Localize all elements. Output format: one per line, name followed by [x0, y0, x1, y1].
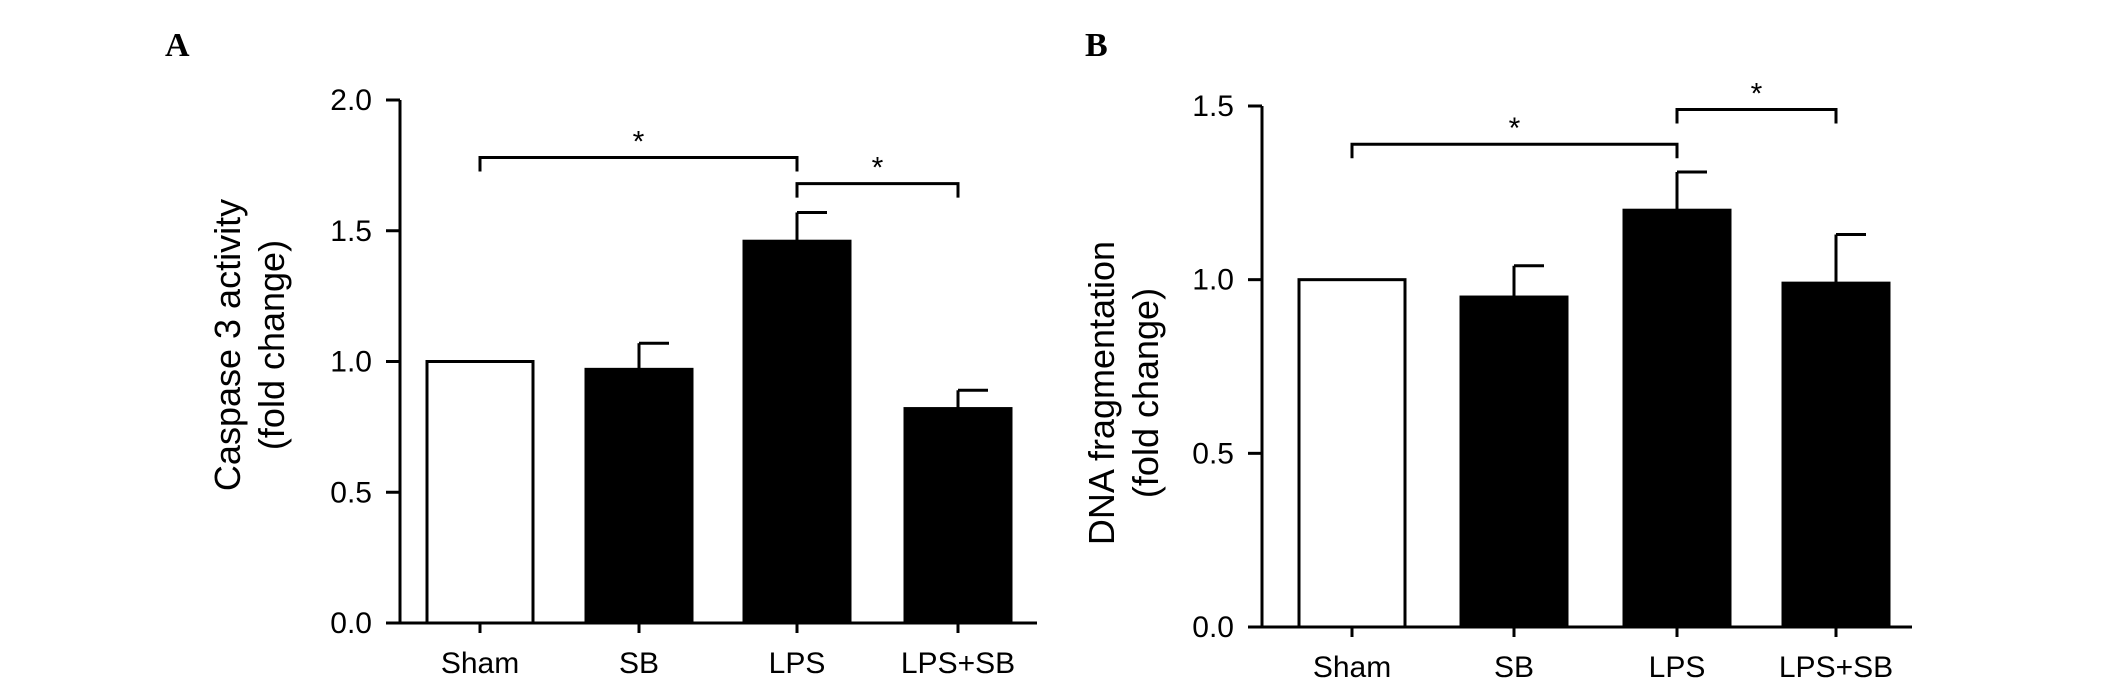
panel-b-bar-sham — [1297, 278, 1407, 629]
panel-b-bar-lps-sb — [1781, 281, 1891, 629]
panel-a-bar-sb — [584, 367, 694, 625]
panel-b-ylabel-line1: DNA fragmentation — [1081, 241, 1122, 545]
panel-b-chart: 0.0 0.5 1.0 1.5 Sham SB LPS LPS+SB * * — [1192, 77, 1912, 684]
panel-a-significance-star: * — [872, 152, 884, 185]
panel-b-letter: B — [1085, 27, 1108, 64]
panel-b-ylabel: DNA fragmentation (fold change) — [1081, 241, 1166, 545]
panel-a-ylabel: Caspase 3 activity (fold change) — [207, 199, 292, 491]
panel-a-significance-bracket — [478, 156, 799, 172]
panel-a-bar-lps-sb — [903, 407, 1013, 625]
panel-a-bar-lps — [742, 239, 852, 625]
panel-a-significance-bracket — [795, 182, 960, 198]
panel-a-y-tick-label: 0.0 — [330, 607, 372, 640]
panel-a-y-tick-label: 0.5 — [330, 476, 372, 509]
panel-b-ylabel-line2: (fold change) — [1125, 288, 1166, 498]
panel-b-category-label: Sham — [1313, 651, 1391, 684]
panel-b-significance-bracket — [1675, 107, 1838, 124]
panel-a-letter: A — [165, 27, 190, 64]
panel-b-y-tick-label: 1.0 — [1192, 264, 1234, 297]
panel-b-significance-star: * — [1751, 77, 1763, 110]
panel-a-y-tick-label: 1.0 — [330, 346, 372, 379]
panel-b-bar-sb — [1459, 295, 1569, 629]
panel-a-y-tick-label: 2.0 — [330, 84, 372, 117]
panel-a-ylabel-line2: (fold change) — [251, 240, 292, 450]
panel-b-y-tick-label: 1.5 — [1192, 90, 1234, 123]
panel-b-significance-bracket — [1350, 142, 1679, 159]
panel-a-ylabel-line1: Caspase 3 activity — [207, 199, 248, 491]
panel-b-bar-lps — [1622, 208, 1732, 629]
panel-a-significance-star: * — [633, 126, 645, 159]
panel-b-significance-star: * — [1509, 112, 1521, 145]
panel-a-category-label: Sham — [441, 647, 519, 680]
panel-a-category-label: LPS+SB — [901, 647, 1015, 680]
panel-b-category-label: LPS+SB — [1779, 651, 1893, 684]
panel-a-chart: 0.0 0.5 1.0 1.5 2.0 Sham SB LPS LPS+SB * * — [330, 84, 1037, 680]
panel-b-category-label: LPS — [1649, 651, 1706, 684]
panel-b-y-tick-label: 0.5 — [1192, 437, 1234, 470]
panel-a-y-tick-label: 1.5 — [330, 215, 372, 248]
panel-b-y-tick-label: 0.0 — [1192, 611, 1234, 644]
panel-a-bar-sham — [425, 360, 535, 625]
panel-b-category-label: SB — [1494, 651, 1534, 684]
panel-a-category-label: SB — [619, 647, 659, 680]
panel-a-category-label: LPS — [769, 647, 826, 680]
